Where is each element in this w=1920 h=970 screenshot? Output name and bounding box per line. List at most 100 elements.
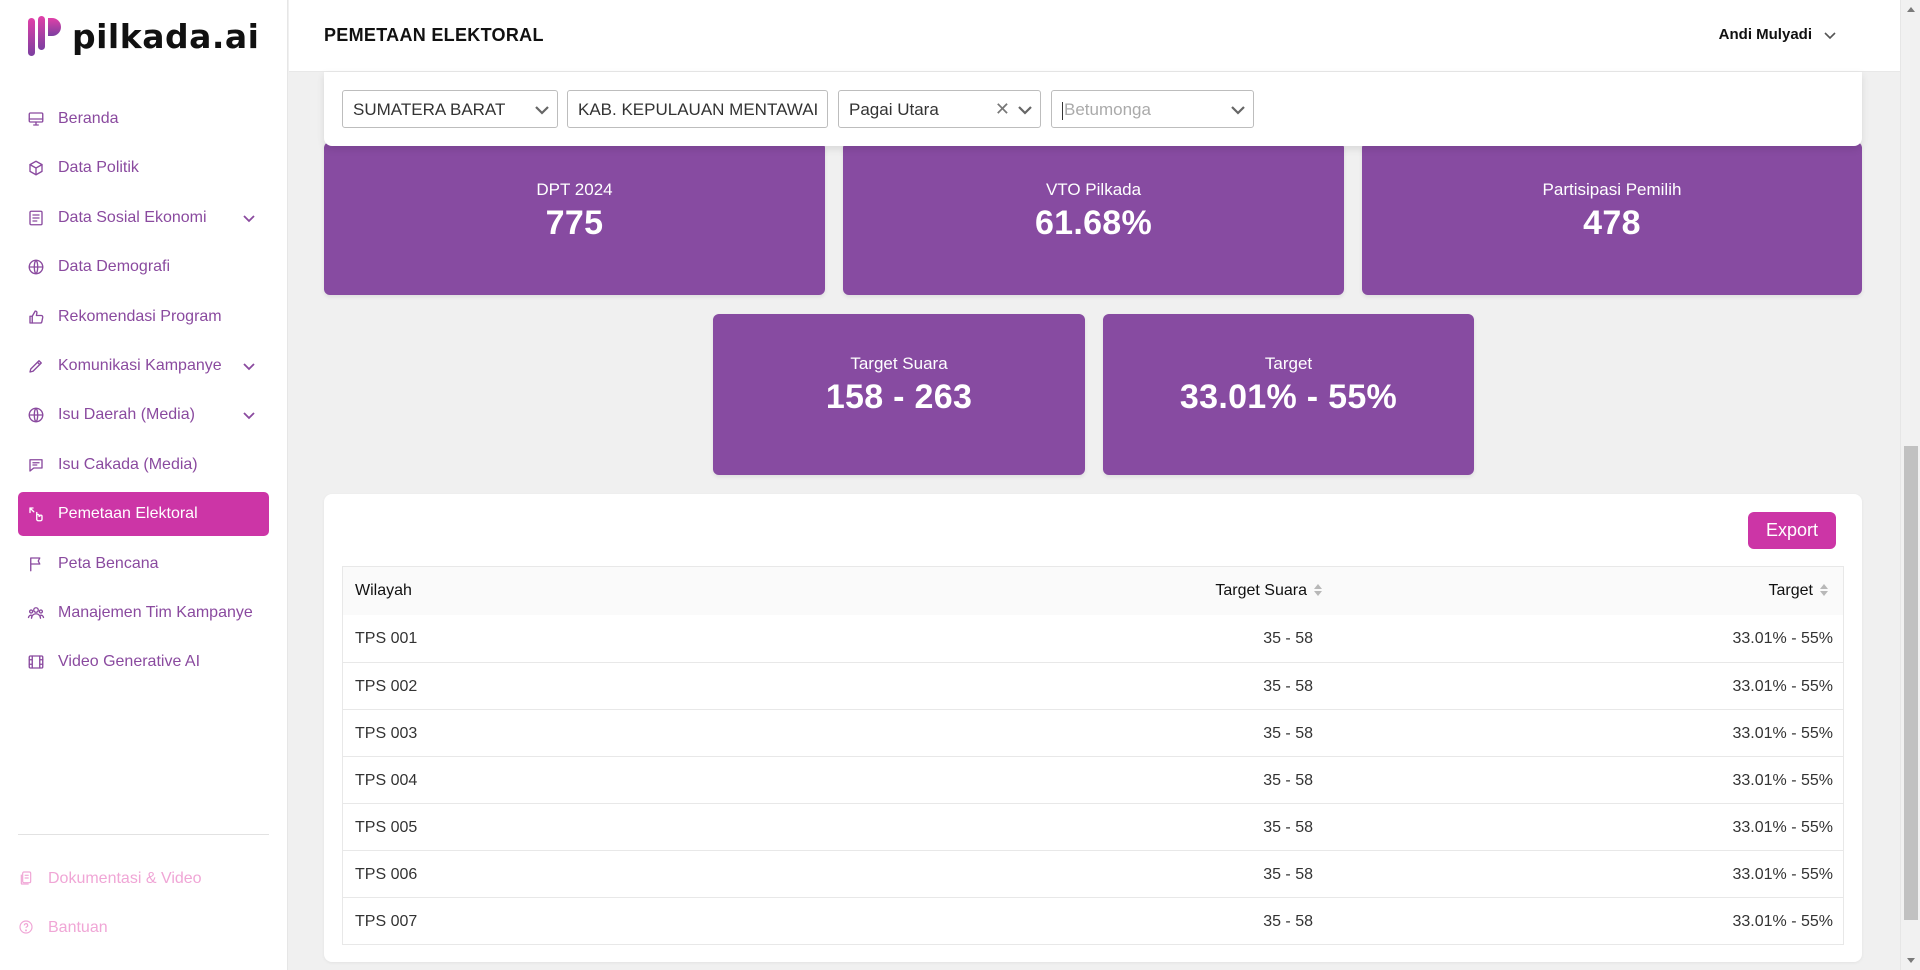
stat-value: 478	[1583, 204, 1641, 242]
cell-target: 33.01% - 55%	[1732, 866, 1833, 883]
cell-target-suara: 35 - 58	[1263, 678, 1313, 695]
regency-value: KAB. KEPULAUAN MENTAWAI	[578, 100, 819, 119]
cell-target-suara: 35 - 58	[1263, 866, 1313, 883]
table-body: TPS 001 35 - 58 33.01% - 55% TPS 002 35 - 58…	[343, 615, 1843, 944]
target-table: Wilayah Target Suara Target TPS 001 35 - …	[342, 566, 1844, 945]
sidebar-item-label: Pemetaan Elektoral	[58, 505, 198, 523]
province-select[interactable]: SUMATERA BARAT	[342, 90, 558, 128]
sidebar-nav: Beranda Data Politik Data Sosial Ekonomi Da…	[18, 97, 269, 690]
cell-target-suara: 35 - 58	[1263, 630, 1313, 647]
sort-icon[interactable]	[1819, 582, 1829, 598]
chevron-down-icon[interactable]	[241, 407, 257, 423]
user-name: Andi Mulyadi	[1718, 26, 1812, 43]
user-menu[interactable]: Andi Mulyadi	[1719, 26, 1838, 43]
district-value: Pagai Utara	[849, 100, 939, 119]
export-button[interactable]: Export	[1748, 512, 1836, 549]
sidebar-item-isu-daerah-media[interactable]: Isu Daerah (Media)	[18, 393, 269, 437]
film-icon	[26, 652, 46, 672]
cell-target: 33.01% - 55%	[1732, 678, 1833, 695]
cell-target-suara: 35 - 58	[1263, 913, 1313, 930]
sidebar-item-isu-cakada-media[interactable]: Isu Cakada (Media)	[18, 443, 269, 487]
cube-icon	[26, 158, 46, 178]
column-header-wilayah[interactable]: Wilayah	[355, 582, 412, 599]
chevron-down-icon	[1824, 31, 1836, 39]
chevron-down-icon[interactable]	[241, 210, 257, 226]
sidebar-item-data-politik[interactable]: Data Politik	[18, 146, 269, 190]
sidebar-item-label: Data Demografi	[58, 258, 171, 276]
chevron-down-icon	[1016, 101, 1034, 119]
docs-icon	[18, 870, 36, 888]
cell-wilayah: TPS 001	[355, 630, 418, 647]
stat-value: 61.68%	[1034, 204, 1153, 242]
stat-card-target-votes: Target Suara 158 - 263	[713, 314, 1085, 475]
sidebar-item-label: Bantuan	[48, 919, 108, 936]
logo-mark-icon	[28, 16, 61, 56]
stat-card-vto: VTO Pilkada 61.68%	[843, 142, 1344, 295]
cell-target-suara: 35 - 58	[1263, 725, 1313, 742]
scrollbar-thumb[interactable]	[1904, 446, 1918, 920]
column-header-label: Target	[1768, 582, 1813, 599]
regency-select[interactable]: KAB. KEPULAUAN MENTAWAI	[567, 90, 828, 128]
clear-icon[interactable]: ✕	[994, 99, 1010, 119]
sidebar-item-label: Data Sosial Ekonomi	[58, 208, 207, 226]
cell-target: 33.01% - 55%	[1732, 630, 1833, 647]
map-pointer-icon	[26, 504, 46, 524]
sidebar-item-data-demografi[interactable]: Data Demografi	[18, 245, 269, 289]
stat-value: 775	[545, 204, 604, 242]
sort-icon[interactable]	[1313, 582, 1323, 598]
top-header: PEMETAAN ELEKTORAL Andi Mulyadi	[289, 0, 1900, 72]
table-row: TPS 006 35 - 58 33.01% - 55%	[343, 850, 1843, 897]
pencil-icon	[26, 356, 46, 376]
cell-wilayah: TPS 003	[355, 725, 418, 742]
scroll-up-arrow-icon[interactable]	[1901, 2, 1920, 18]
column-header-target-suara[interactable]: Target Suara	[1215, 582, 1323, 600]
cell-wilayah: TPS 005	[355, 819, 418, 836]
cell-target: 33.01% - 55%	[1732, 772, 1833, 789]
stat-value: 158 - 263	[825, 378, 973, 416]
stat-label: VTO Pilkada	[1045, 180, 1142, 199]
sidebar-item-label: Isu Cakada (Media)	[58, 455, 198, 473]
cell-target: 33.01% - 55%	[1732, 725, 1833, 742]
sidebar-item-pemetaan-elektoral[interactable]: Pemetaan Elektoral	[18, 492, 269, 537]
cell-target-suara: 35 - 58	[1263, 819, 1313, 836]
village-select[interactable]: Betumonga	[1051, 90, 1254, 128]
table-row: TPS 001 35 - 58 33.01% - 55%	[343, 615, 1843, 662]
stat-card-dpt: DPT 2024 775	[324, 142, 825, 295]
table-row: TPS 002 35 - 58 33.01% - 55%	[343, 662, 1843, 709]
sidebar-item-label: Dokumentasi & Video	[48, 870, 202, 887]
sidebar-item-peta-bencana[interactable]: Peta Bencana	[18, 542, 269, 586]
flag-icon	[26, 554, 46, 574]
sidebar-item-komunikasi-kampanye[interactable]: Komunikasi Kampanye	[18, 344, 269, 388]
thumbs-up-icon	[26, 307, 46, 327]
sidebar-item-manajemen-tim-kampanye[interactable]: Manajemen Tim Kampanye	[18, 591, 269, 635]
cell-wilayah: TPS 007	[355, 913, 418, 930]
monitor-icon	[26, 109, 46, 129]
sidebar-item-dokumentasi[interactable]: Dokumentasi & Video	[18, 870, 202, 888]
district-select[interactable]: Pagai Utara ✕	[838, 90, 1041, 128]
globe-icon	[26, 405, 46, 425]
cell-target: 33.01% - 55%	[1732, 913, 1833, 930]
sidebar-item-bantuan[interactable]: Bantuan	[18, 919, 108, 937]
document-icon	[26, 208, 46, 228]
stat-value: 33.01% - 55%	[1179, 378, 1398, 416]
table-row: TPS 003 35 - 58 33.01% - 55%	[343, 709, 1843, 756]
target-table-panel: Export Wilayah Target Suara Target TPS 0…	[324, 494, 1862, 962]
sidebar-item-video-generative-ai[interactable]: Video Generative AI	[18, 640, 269, 684]
village-placeholder: Betumonga	[1064, 100, 1151, 119]
logo[interactable]: pilkada.ai	[26, 14, 259, 58]
cell-wilayah: TPS 002	[355, 678, 418, 695]
scroll-down-arrow-icon[interactable]	[1901, 952, 1920, 968]
table-row: TPS 007 35 - 58 33.01% - 55%	[343, 897, 1843, 944]
page-scrollbar[interactable]	[1900, 0, 1920, 970]
sidebar-item-data-sosial-ekonomi[interactable]: Data Sosial Ekonomi	[18, 196, 269, 240]
sidebar-item-rekomendasi-program[interactable]: Rekomendasi Program	[18, 295, 269, 339]
stat-card-participation: Partisipasi Pemilih 478	[1362, 142, 1862, 295]
province-value: SUMATERA BARAT	[353, 100, 506, 119]
column-header-label: Target Suara	[1215, 582, 1307, 599]
stat-label: Target	[1264, 354, 1313, 373]
table-row: TPS 004 35 - 58 33.01% - 55%	[343, 756, 1843, 803]
column-header-target[interactable]: Target	[1769, 582, 1829, 600]
chevron-down-icon	[1229, 101, 1247, 119]
chevron-down-icon[interactable]	[241, 358, 257, 374]
sidebar-item-beranda[interactable]: Beranda	[18, 97, 269, 141]
